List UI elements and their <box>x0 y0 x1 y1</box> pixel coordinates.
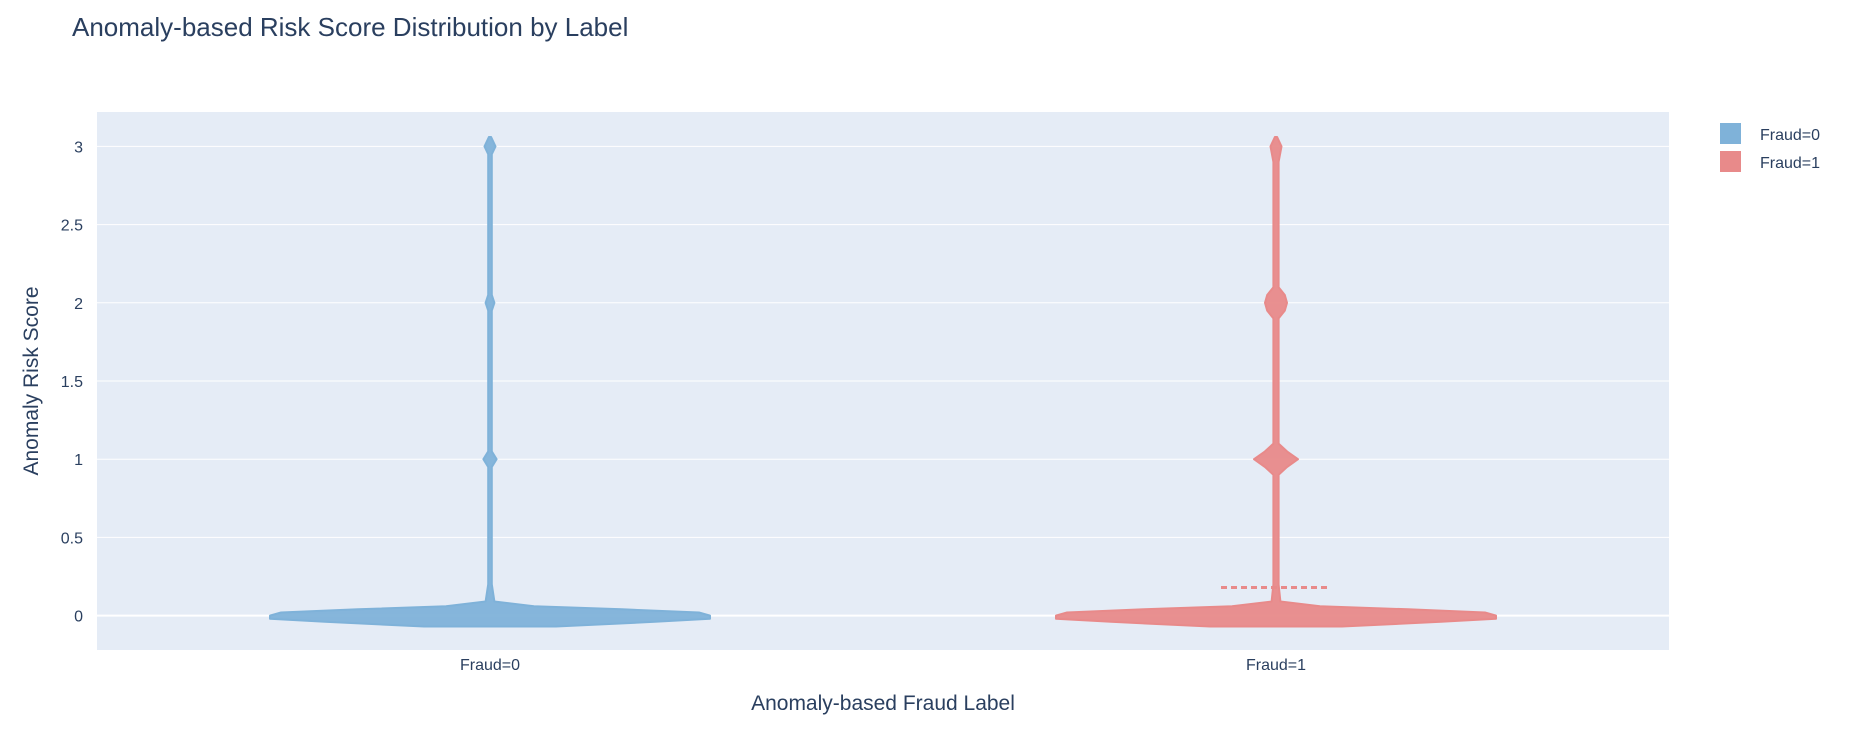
y-axis-ticks: 0 0.5 1 1.5 2 2.5 3 <box>61 139 83 625</box>
x-tick-label: Fraud=0 <box>460 657 520 674</box>
violin-1 <box>1055 136 1497 628</box>
x-axis-ticks: Fraud=0 Fraud=1 <box>460 657 1306 674</box>
y-axis-title: Anomaly Risk Score <box>20 286 43 475</box>
y-tick-label: 0 <box>74 609 83 626</box>
violin-0 <box>269 136 711 628</box>
chart-title: Anomaly-based Risk Score Distribution by… <box>72 12 628 42</box>
violins <box>269 136 1497 628</box>
y-tick-label: 1 <box>74 452 83 469</box>
x-tick-label: Fraud=1 <box>1246 657 1306 674</box>
y-tick-label: 0.5 <box>61 530 83 547</box>
y-tick-label: 2.5 <box>61 218 83 235</box>
legend: Fraud=0 Fraud=1 <box>1720 123 1820 172</box>
y-tick-label: 1.5 <box>61 374 83 391</box>
y-tick-label: 2 <box>74 296 83 313</box>
legend-swatch-0 <box>1720 123 1741 144</box>
x-axis-title: Anomaly-based Fraud Label <box>751 692 1015 715</box>
legend-label-0: Fraud=0 <box>1760 127 1820 144</box>
legend-label-1: Fraud=1 <box>1760 155 1820 172</box>
y-tick-label: 3 <box>74 139 83 156</box>
legend-swatch-1 <box>1720 151 1741 172</box>
